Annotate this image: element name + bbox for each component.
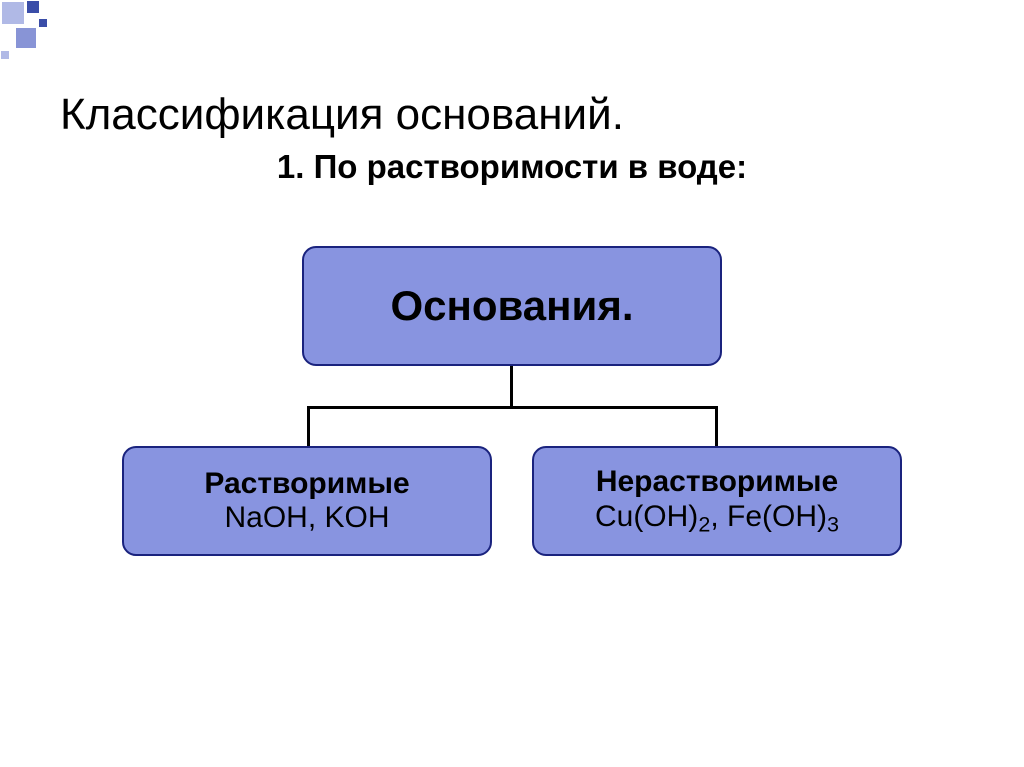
slide-subtitle: 1. По растворимости в воде:	[60, 148, 964, 186]
corner-decoration	[0, 0, 200, 60]
deco-square	[26, 0, 40, 14]
child-node-left: Растворимые NaOH, KOH	[122, 446, 492, 556]
connector-line	[510, 366, 513, 406]
child-left-line1: Растворимые	[204, 467, 409, 502]
child-left-line2: NaOH, KOH	[224, 501, 389, 536]
connector-line	[307, 406, 718, 409]
slide-title: Классификация оснований.	[60, 90, 964, 140]
deco-square	[38, 18, 48, 28]
child-right-line2: Cu(OH)2, Fe(OH)3	[595, 500, 839, 537]
deco-square	[0, 0, 26, 26]
deco-square	[14, 26, 38, 50]
child-right-line1: Нерастворимые	[596, 465, 838, 500]
connector-line	[715, 406, 718, 446]
connector-line	[307, 406, 310, 446]
root-node: Основания.	[302, 246, 722, 366]
deco-square	[0, 50, 10, 60]
child-node-right: Нерастворимые Cu(OH)2, Fe(OH)3	[532, 446, 902, 556]
slide-content: Классификация оснований. 1. По растворим…	[60, 90, 964, 246]
root-node-label: Основания.	[390, 282, 633, 330]
